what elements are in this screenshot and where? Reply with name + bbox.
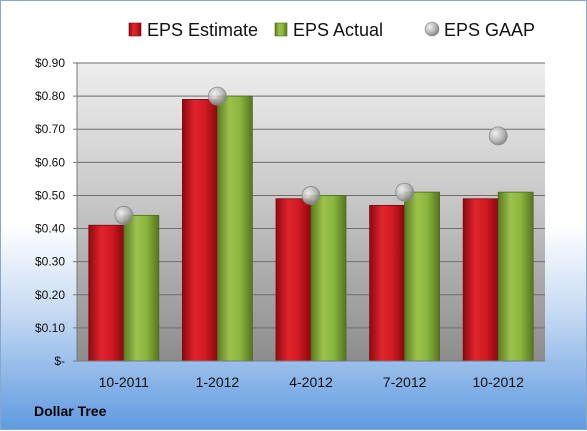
y-tick-label: $0.30 <box>35 255 65 269</box>
bar-eps-estimate <box>88 224 125 362</box>
y-tick-label: $0.90 <box>35 56 65 70</box>
y-tick-label: $- <box>54 354 65 368</box>
bar-eps-actual <box>497 191 534 362</box>
x-category-label: 1-2012 <box>196 374 240 390</box>
bar-eps-actual <box>123 214 160 362</box>
marker-eps-gaap <box>301 186 321 205</box>
x-category-label: 7-2012 <box>383 374 427 390</box>
bar-eps-actual <box>310 195 347 362</box>
x-category-label: 10-2012 <box>473 374 525 390</box>
legend-swatch <box>128 22 142 37</box>
bar-eps-actual <box>216 95 253 362</box>
y-tick-label: $0.10 <box>35 321 65 335</box>
bar-eps-estimate <box>275 198 312 362</box>
y-axis: $- $0.10 $0.20 $0.30 $0.40 $0.50 $0.60 $0.70 $0.… <box>35 56 78 368</box>
marker-eps-gaap <box>207 86 227 106</box>
marker-eps-gaap <box>395 182 415 202</box>
gaap-markers <box>114 86 508 225</box>
y-tick-label: $0.50 <box>35 188 65 202</box>
legend: EPS Estimate EPS Actual EPS GAAP <box>128 20 535 40</box>
x-axis: 10-2011 1-2012 4-2012 7-2012 10-2012 <box>77 360 545 390</box>
bars <box>88 95 534 362</box>
company-name: Dollar Tree <box>34 403 107 419</box>
bar-eps-estimate <box>462 198 499 362</box>
bar-eps-estimate <box>369 204 406 362</box>
marker-eps-gaap <box>488 126 508 146</box>
y-tick-label: $0.40 <box>35 222 65 236</box>
y-tick-label: $0.20 <box>35 288 65 302</box>
legend-label: EPS Actual <box>293 20 383 40</box>
y-tick-label: $0.80 <box>35 89 65 103</box>
x-category-label: 10-2011 <box>99 374 150 390</box>
bar-eps-actual <box>404 191 441 362</box>
marker-eps-gaap <box>114 205 134 225</box>
legend-swatch <box>424 21 440 37</box>
legend-swatch <box>274 22 288 37</box>
y-tick-label: $0.60 <box>35 155 65 169</box>
bar-eps-estimate <box>181 99 218 362</box>
legend-label: EPS GAAP <box>444 20 535 40</box>
x-category-label: 4-2012 <box>289 374 333 390</box>
y-tick-label: $0.70 <box>35 122 65 136</box>
legend-label: EPS Estimate <box>147 20 258 40</box>
